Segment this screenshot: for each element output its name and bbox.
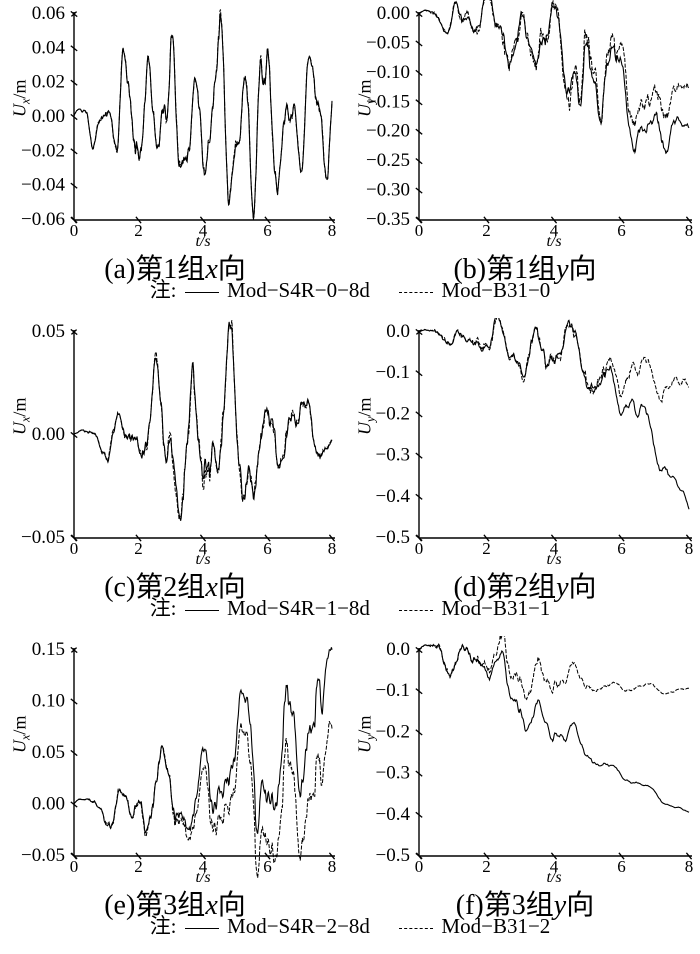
svg-text:0.05: 0.05 <box>32 742 65 763</box>
svg-text:−0.05: −0.05 <box>21 527 65 548</box>
svg-text:0.04: 0.04 <box>32 37 66 58</box>
svg-text:−0.3: −0.3 <box>376 763 410 784</box>
svg-text:0.00: 0.00 <box>32 424 65 445</box>
svg-text:−0.2: −0.2 <box>376 403 410 424</box>
svg-text:−0.4: −0.4 <box>376 486 411 507</box>
svg-text:0.0: 0.0 <box>386 639 410 660</box>
svg-text:−0.4: −0.4 <box>376 804 411 825</box>
svg-text:−0.25: −0.25 <box>366 150 410 171</box>
svg-text:−0.2: −0.2 <box>376 721 410 742</box>
svg-text:−0.30: −0.30 <box>366 180 410 201</box>
svg-text:−0.20: −0.20 <box>366 121 410 142</box>
svg-text:0.0: 0.0 <box>386 321 410 342</box>
svg-text:−0.1: −0.1 <box>376 362 410 383</box>
svg-text:0.00: 0.00 <box>32 106 65 127</box>
svg-text:0.00: 0.00 <box>32 794 65 815</box>
svg-text:0.15: 0.15 <box>32 639 65 660</box>
svg-text:−0.04: −0.04 <box>21 175 65 196</box>
svg-text:0.06: 0.06 <box>32 3 65 24</box>
svg-text:0.05: 0.05 <box>32 321 65 342</box>
svg-text:−0.02: −0.02 <box>21 140 65 161</box>
svg-text:−0.3: −0.3 <box>376 445 410 466</box>
svg-text:−0.35: −0.35 <box>366 209 410 230</box>
svg-text:0.10: 0.10 <box>32 691 65 712</box>
svg-text:−0.06: −0.06 <box>21 209 65 230</box>
svg-text:−0.05: −0.05 <box>21 845 65 866</box>
svg-text:−0.05: −0.05 <box>366 32 410 53</box>
svg-text:−0.5: −0.5 <box>376 527 410 548</box>
svg-text:−0.1: −0.1 <box>376 680 410 701</box>
svg-text:−0.5: −0.5 <box>376 845 410 866</box>
svg-text:0.00: 0.00 <box>377 3 410 24</box>
svg-text:0.02: 0.02 <box>32 72 65 93</box>
